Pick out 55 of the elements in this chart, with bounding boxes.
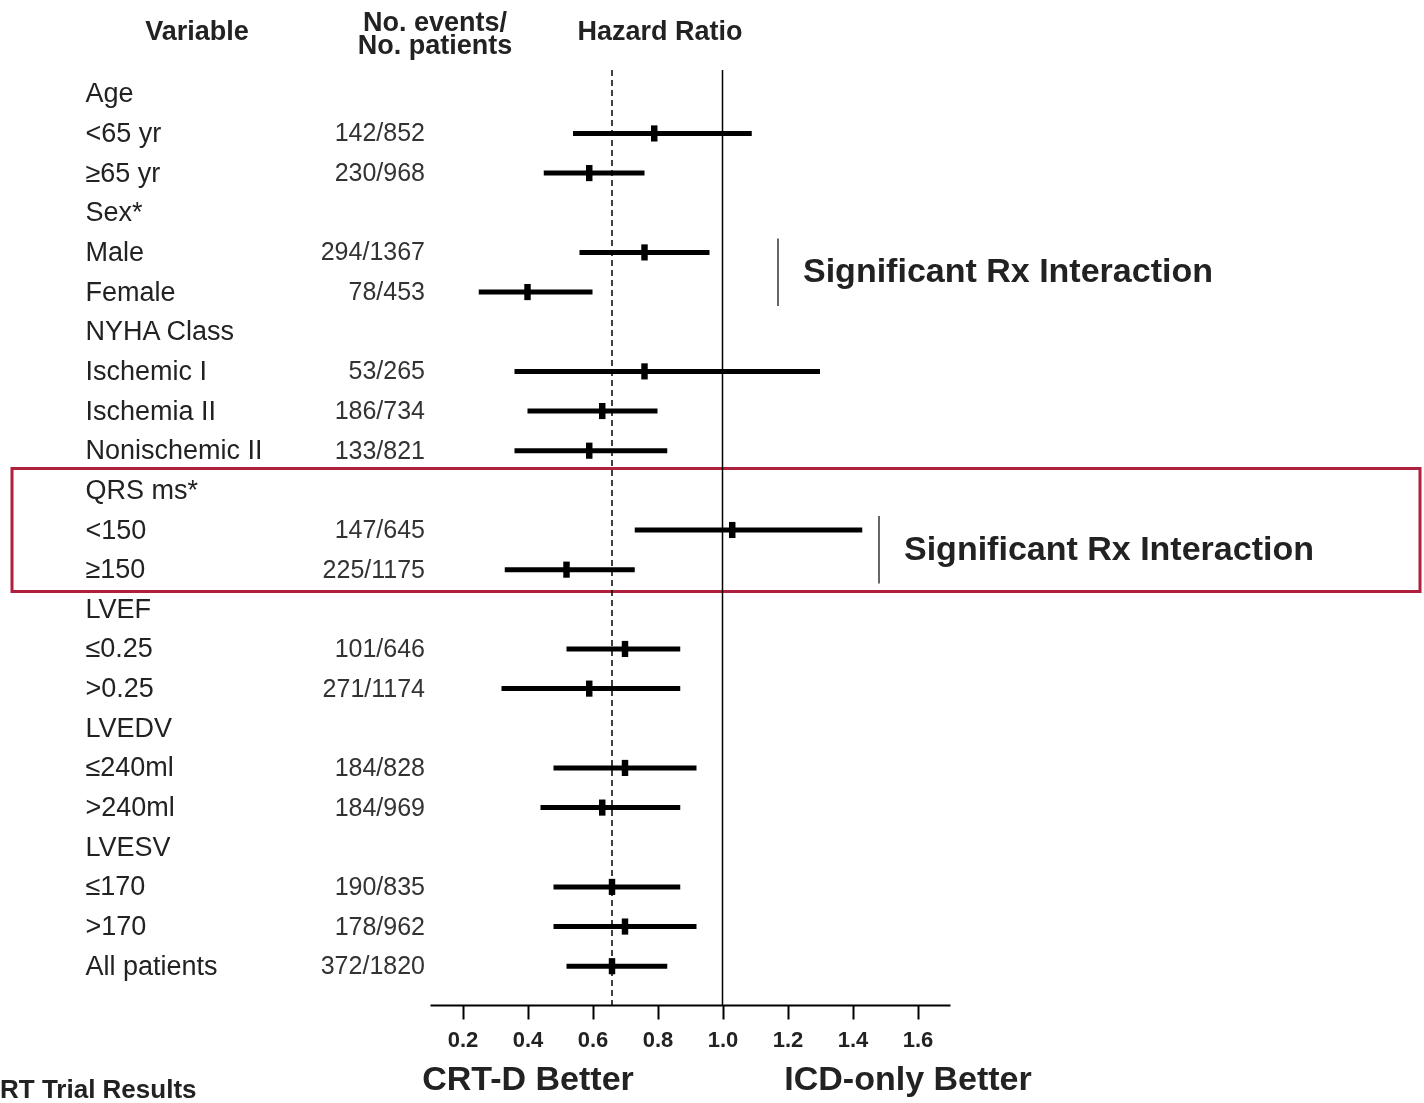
text: 78/453 bbox=[348, 277, 425, 306]
text: 53/265 bbox=[348, 356, 425, 385]
text: CRT-D Better bbox=[422, 1059, 634, 1097]
x-tick-label: 0.8 bbox=[642, 1026, 674, 1052]
y-tick-label: NYHA Class bbox=[85, 316, 235, 347]
y-tick-label: Sex* bbox=[85, 197, 144, 228]
text: 230/968 bbox=[334, 158, 425, 187]
y-tick-label: LVEF bbox=[85, 593, 152, 624]
y-tick-label: ≤0.25 bbox=[85, 633, 153, 664]
x-tick-label: 0.6 bbox=[577, 1026, 609, 1052]
text: 271/1174 bbox=[322, 673, 426, 702]
y-tick-label: <150 bbox=[85, 514, 147, 545]
text: 372/1820 bbox=[320, 951, 425, 980]
text: 133/821 bbox=[334, 435, 425, 464]
text: 186/734 bbox=[334, 396, 426, 425]
text: 190/835 bbox=[334, 871, 425, 900]
y-tick-label: ≤170 bbox=[85, 871, 146, 902]
x-tick-label: 1.2 bbox=[772, 1026, 804, 1052]
y-tick-label: ≤240ml bbox=[85, 752, 174, 783]
text: 178/962 bbox=[334, 911, 425, 940]
y-tick-label: Male bbox=[85, 236, 145, 267]
x-tick-label: 0.2 bbox=[447, 1026, 479, 1052]
y-tick-label: ≥65 yr bbox=[85, 157, 161, 188]
y-tick-label: Ischemia II bbox=[85, 395, 217, 426]
text: 184/969 bbox=[334, 792, 425, 821]
y-tick-label: LVESV bbox=[85, 831, 171, 862]
y-tick-label: <65 yr bbox=[85, 117, 162, 148]
text: 294/1367 bbox=[320, 237, 425, 266]
text: ICD-only Better bbox=[784, 1059, 1032, 1097]
y-tick-label: Female bbox=[85, 276, 176, 307]
y-tick-label: >0.25 bbox=[85, 673, 154, 704]
x-tick-label: 0.4 bbox=[512, 1026, 545, 1052]
y-tick-label: Age bbox=[85, 78, 134, 109]
x-tick-label: 1.0 bbox=[707, 1026, 739, 1052]
y-tick-label: QRS ms* bbox=[85, 474, 199, 505]
y-tick-label: >240ml bbox=[85, 792, 175, 823]
text: 225/1175 bbox=[322, 554, 425, 583]
text: 184/828 bbox=[334, 752, 425, 781]
text: No. events/ No. patients bbox=[357, 6, 513, 60]
text: RT Trial Results bbox=[0, 1074, 197, 1103]
chart-title: Hazard Ratio bbox=[577, 16, 743, 46]
x-tick-label: 1.6 bbox=[902, 1026, 934, 1052]
y-tick-label: All patients bbox=[85, 950, 218, 981]
y-axis-title: Variable bbox=[145, 16, 249, 46]
text: 142/852 bbox=[334, 118, 425, 147]
x-tick-label: 1.4 bbox=[837, 1026, 870, 1052]
y-tick-label: Nonischemic II bbox=[85, 435, 263, 466]
y-tick-label: >170 bbox=[85, 911, 147, 942]
y-tick-label: Ischemic I bbox=[85, 355, 208, 386]
y-tick-label: ≥150 bbox=[85, 554, 146, 585]
annotation: Significant Rx Interaction bbox=[803, 251, 1213, 290]
text: 101/646 bbox=[334, 633, 425, 662]
text: 147/645 bbox=[334, 515, 425, 543]
y-tick-label: LVEDV bbox=[85, 712, 173, 743]
annotation: Significant Rx Interaction bbox=[904, 528, 1314, 567]
